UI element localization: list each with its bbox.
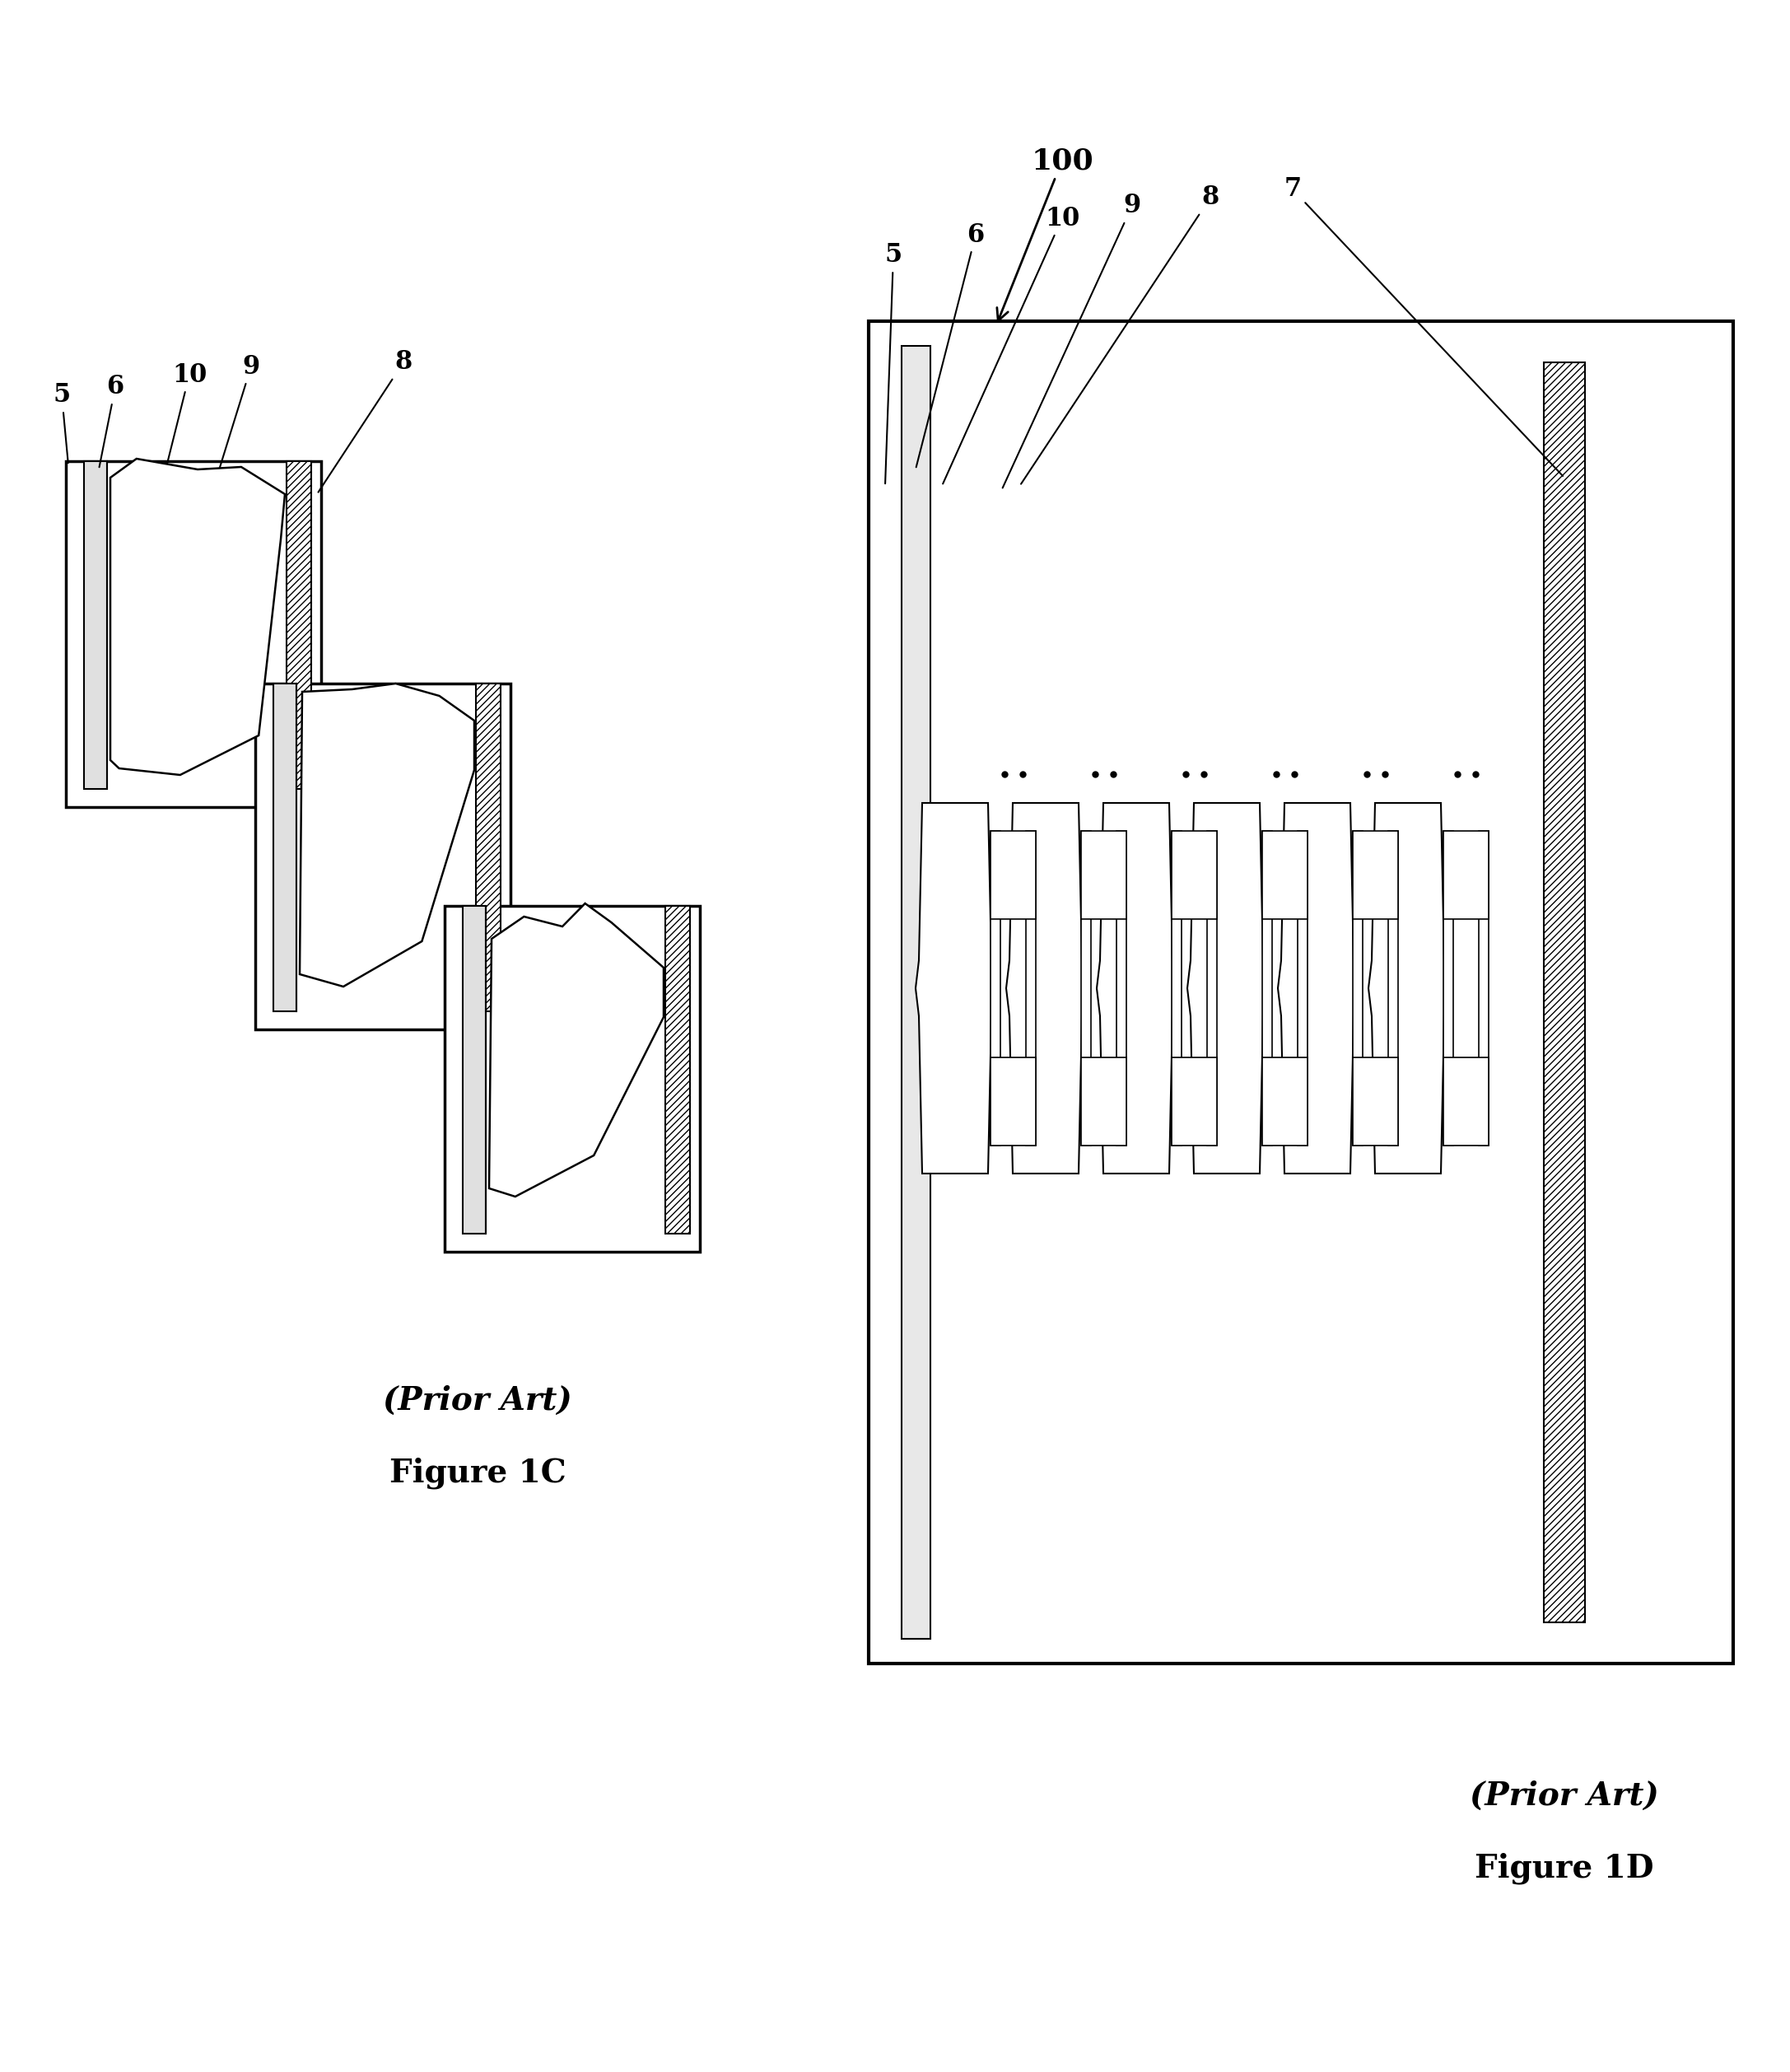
Bar bbox=[990, 831, 1036, 920]
Polygon shape bbox=[915, 804, 995, 1173]
Bar bbox=[1206, 831, 1217, 1146]
Bar bbox=[1081, 831, 1090, 1146]
Bar bbox=[666, 905, 689, 1233]
Text: 9: 9 bbox=[215, 354, 260, 483]
Bar bbox=[274, 684, 297, 1011]
Polygon shape bbox=[1006, 804, 1085, 1173]
Bar bbox=[1353, 831, 1398, 920]
Text: 5: 5 bbox=[54, 383, 70, 462]
Polygon shape bbox=[1368, 804, 1448, 1173]
Bar bbox=[66, 462, 320, 808]
Bar bbox=[464, 905, 485, 1233]
Bar bbox=[1172, 831, 1181, 1146]
Polygon shape bbox=[1187, 804, 1266, 1173]
Bar bbox=[990, 831, 1001, 1146]
Polygon shape bbox=[489, 903, 664, 1198]
Bar bbox=[1081, 1057, 1126, 1146]
Bar bbox=[1081, 831, 1126, 920]
Polygon shape bbox=[111, 458, 285, 775]
Bar bbox=[84, 462, 107, 789]
Bar bbox=[1443, 831, 1453, 1146]
Bar bbox=[868, 321, 1733, 1664]
Bar bbox=[1026, 831, 1036, 1146]
Text: 9: 9 bbox=[1002, 193, 1140, 487]
Bar bbox=[1353, 1057, 1398, 1146]
Bar bbox=[990, 1057, 1036, 1146]
Text: 8: 8 bbox=[319, 350, 412, 493]
Bar bbox=[1389, 831, 1398, 1146]
Bar bbox=[1172, 831, 1217, 920]
Bar bbox=[1479, 831, 1489, 1146]
Text: Figure 1D: Figure 1D bbox=[1475, 1852, 1654, 1886]
Bar bbox=[1262, 831, 1307, 920]
Bar bbox=[1262, 1057, 1307, 1146]
Bar bbox=[1443, 1057, 1489, 1146]
Text: 100: 100 bbox=[997, 147, 1094, 321]
Bar bbox=[902, 346, 931, 1639]
Bar bbox=[1543, 363, 1584, 1622]
Bar bbox=[256, 684, 510, 1030]
Text: (Prior Art): (Prior Art) bbox=[383, 1386, 573, 1417]
Polygon shape bbox=[1097, 804, 1176, 1173]
Text: 7: 7 bbox=[1283, 176, 1563, 477]
Text: 10: 10 bbox=[165, 363, 208, 470]
Polygon shape bbox=[299, 684, 474, 986]
Bar bbox=[444, 905, 700, 1251]
Text: Figure 1C: Figure 1C bbox=[388, 1457, 566, 1490]
Text: 5: 5 bbox=[884, 242, 902, 483]
Bar bbox=[1443, 831, 1489, 920]
Polygon shape bbox=[1278, 804, 1357, 1173]
Bar bbox=[476, 684, 501, 1011]
Text: 10: 10 bbox=[943, 205, 1079, 483]
Text: (Prior Art): (Prior Art) bbox=[1470, 1780, 1659, 1811]
Text: 8: 8 bbox=[1020, 184, 1219, 485]
Bar bbox=[1353, 831, 1362, 1146]
Bar bbox=[1117, 831, 1126, 1146]
Bar bbox=[1298, 831, 1307, 1146]
Text: 6: 6 bbox=[916, 222, 985, 466]
Bar bbox=[286, 462, 311, 789]
Bar bbox=[1172, 1057, 1217, 1146]
Bar bbox=[1262, 831, 1273, 1146]
Text: 6: 6 bbox=[98, 375, 124, 466]
